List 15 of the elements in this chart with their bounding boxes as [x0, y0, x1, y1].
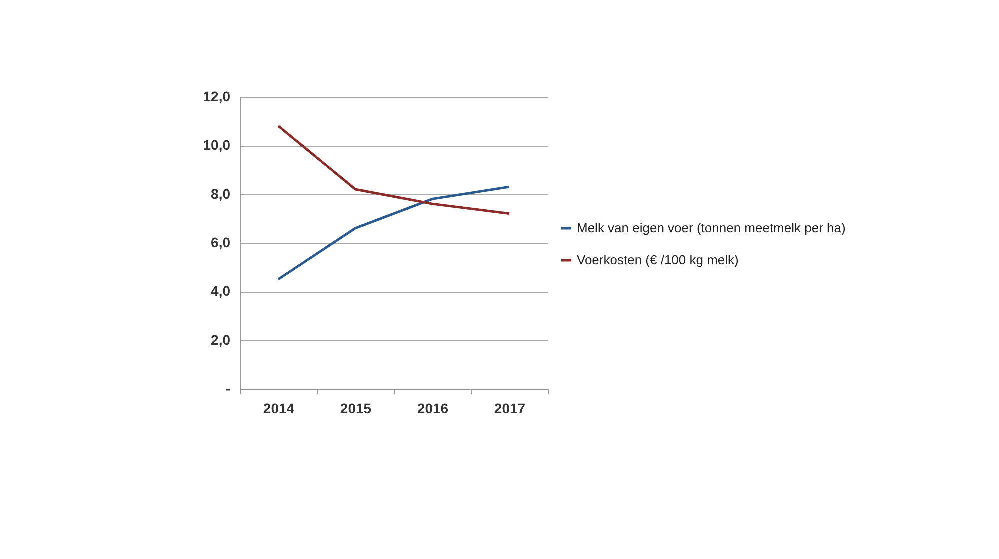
y-tick-label: 12,0 — [203, 88, 231, 104]
x-tick-label: 2015 — [340, 400, 372, 416]
line-series — [277, 124, 511, 216]
y-tick-label: 6,0 — [211, 234, 231, 250]
legend-label: Melk van eigen voer (tonnen meetmelk per ha) — [577, 220, 846, 236]
line-series — [277, 186, 511, 281]
x-tick-label: 2014 — [263, 400, 295, 416]
y-tick-label: 2,0 — [211, 332, 231, 348]
y-tick-label: 4,0 — [211, 283, 231, 300]
y-tick-label: 8,0 — [211, 186, 231, 202]
x-tick-label: 2017 — [494, 400, 526, 416]
legend-label: Voerkosten (€ /100 kg melk) — [577, 252, 739, 268]
y-tick-label: 10,0 — [203, 137, 231, 154]
y-tick-label: - — [226, 380, 231, 396]
x-tick-label: 2016 — [417, 400, 449, 416]
